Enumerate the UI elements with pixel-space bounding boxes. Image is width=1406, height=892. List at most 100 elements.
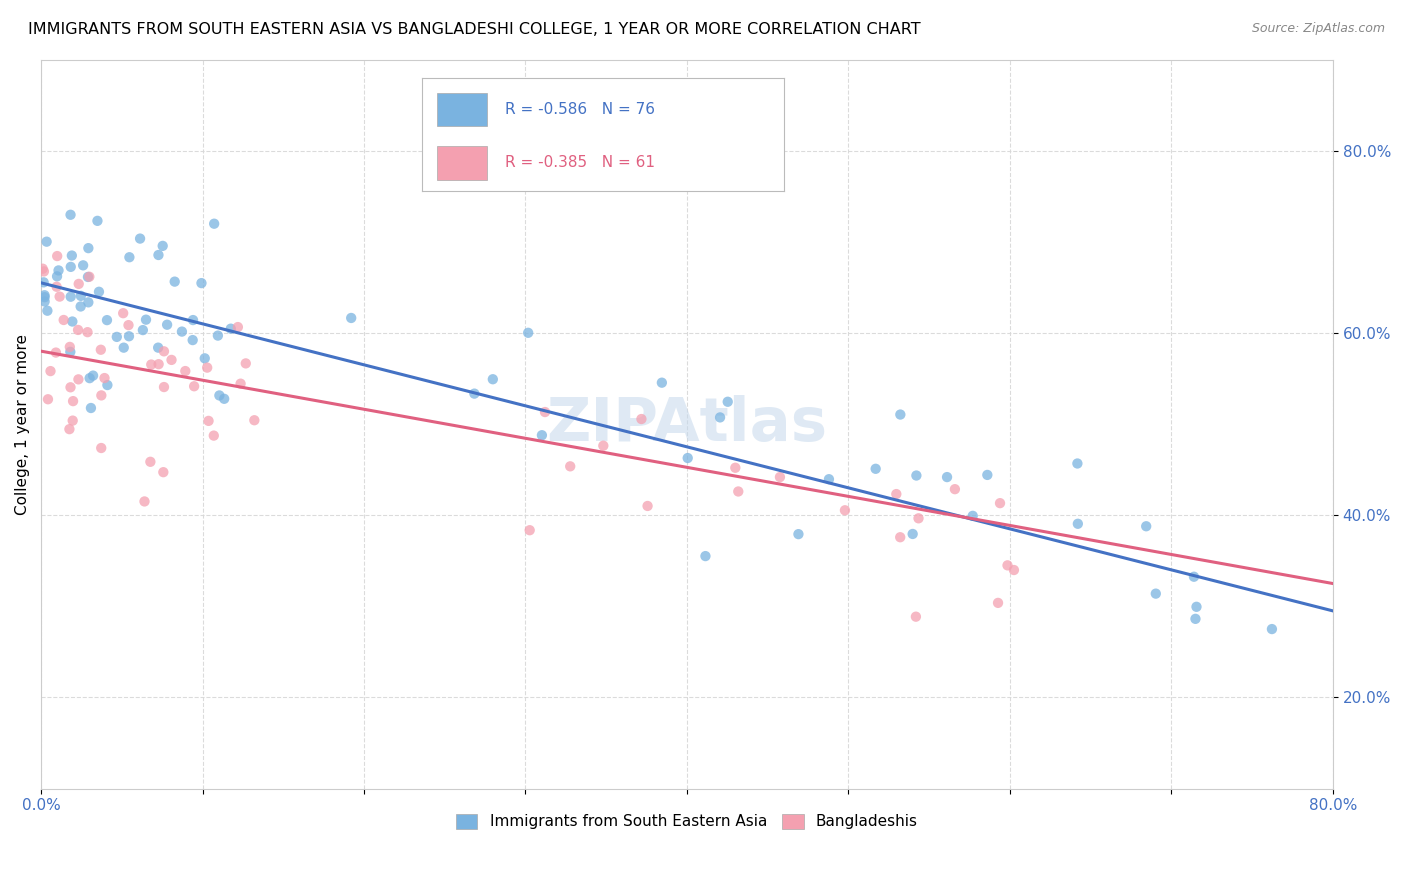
- Point: [183, 379, 205, 393]
- Point: [93, 371, 115, 385]
- Point: [207, 328, 229, 343]
- Point: [35, 235, 58, 249]
- Point: [1066, 457, 1088, 471]
- Y-axis label: College, 1 year or more: College, 1 year or more: [15, 334, 30, 515]
- Point: [60, 248, 83, 262]
- Point: [202, 217, 225, 231]
- Point: [818, 472, 841, 486]
- Point: [976, 467, 998, 482]
- Point: [936, 470, 959, 484]
- Point: [517, 326, 540, 340]
- Point: [39, 364, 62, 378]
- Point: [82, 368, 104, 383]
- Point: [90, 343, 112, 357]
- Point: [676, 450, 699, 465]
- Point: [59, 290, 82, 304]
- Point: [1185, 599, 1208, 614]
- Point: [170, 325, 193, 339]
- Point: [987, 596, 1010, 610]
- Point: [519, 523, 541, 537]
- Point: [194, 351, 217, 366]
- Point: [76, 325, 98, 339]
- Point: [534, 405, 557, 419]
- Point: [219, 321, 242, 335]
- Point: [90, 388, 112, 402]
- Point: [889, 530, 911, 544]
- Point: [59, 340, 82, 354]
- Point: [87, 285, 110, 299]
- Point: [117, 318, 139, 332]
- Point: [67, 277, 90, 291]
- Point: [769, 470, 792, 484]
- Point: [226, 320, 249, 334]
- Point: [181, 313, 204, 327]
- Point: [943, 482, 966, 496]
- Point: [77, 295, 100, 310]
- Point: [148, 248, 170, 262]
- Point: [884, 487, 907, 501]
- Point: [141, 358, 163, 372]
- Point: [59, 260, 82, 274]
- Point: [62, 394, 84, 409]
- Point: [229, 376, 252, 391]
- Text: IMMIGRANTS FROM SOUTH EASTERN ASIA VS BANGLADESHI COLLEGE, 1 YEAR OR MORE CORREL: IMMIGRANTS FROM SOUTH EASTERN ASIA VS BA…: [28, 22, 921, 37]
- Point: [163, 275, 186, 289]
- Point: [139, 455, 162, 469]
- Point: [156, 318, 179, 332]
- Point: [67, 323, 90, 337]
- Point: [62, 414, 84, 428]
- Point: [243, 413, 266, 427]
- Point: [37, 392, 59, 407]
- Point: [592, 439, 614, 453]
- Point: [727, 484, 749, 499]
- Point: [77, 269, 100, 284]
- Point: [148, 357, 170, 371]
- Point: [202, 428, 225, 442]
- Point: [1261, 622, 1284, 636]
- Point: [146, 341, 169, 355]
- Point: [105, 330, 128, 344]
- Point: [86, 214, 108, 228]
- Point: [60, 314, 83, 328]
- Point: [212, 392, 235, 406]
- Text: ZIPAtlas: ZIPAtlas: [547, 394, 828, 453]
- Point: [34, 288, 56, 302]
- Point: [34, 290, 56, 304]
- Point: [160, 352, 183, 367]
- Point: [1067, 516, 1090, 531]
- Point: [1135, 519, 1157, 533]
- Point: [651, 376, 673, 390]
- Point: [153, 380, 176, 394]
- Point: [46, 249, 69, 263]
- Point: [34, 294, 56, 309]
- Point: [79, 269, 101, 284]
- Point: [134, 494, 156, 508]
- Point: [637, 499, 659, 513]
- Point: [988, 496, 1011, 510]
- Point: [96, 378, 118, 392]
- Point: [31, 261, 53, 276]
- Point: [901, 527, 924, 541]
- Point: [482, 372, 505, 386]
- Point: [904, 609, 927, 624]
- Point: [235, 356, 257, 370]
- Point: [58, 422, 80, 436]
- Point: [190, 276, 212, 290]
- Point: [787, 527, 810, 541]
- Point: [152, 239, 174, 253]
- Point: [962, 508, 984, 523]
- Point: [907, 511, 929, 525]
- Point: [560, 459, 582, 474]
- Text: Source: ZipAtlas.com: Source: ZipAtlas.com: [1251, 22, 1385, 36]
- Point: [72, 258, 94, 272]
- Point: [80, 401, 103, 415]
- Point: [630, 412, 652, 426]
- Point: [112, 341, 135, 355]
- Point: [96, 313, 118, 327]
- Point: [37, 303, 59, 318]
- Point: [997, 558, 1019, 573]
- Point: [135, 312, 157, 326]
- Point: [889, 408, 911, 422]
- Point: [1182, 570, 1205, 584]
- Point: [59, 380, 82, 394]
